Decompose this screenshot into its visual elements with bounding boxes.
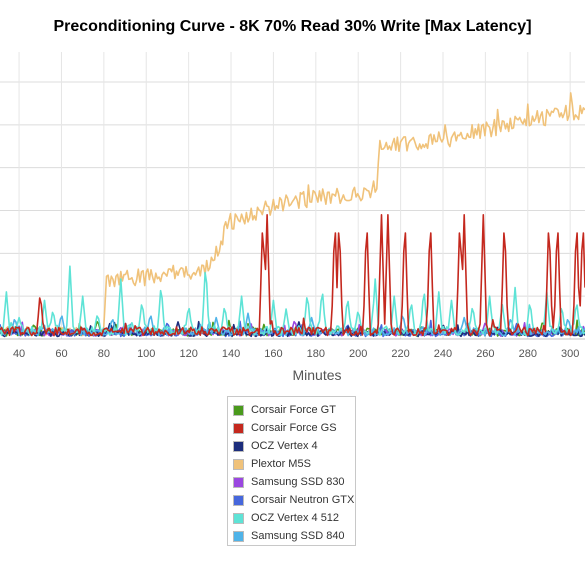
legend-item[interactable]: OCZ Vertex 4 512: [228, 509, 355, 527]
x-tick-label: 160: [264, 348, 282, 360]
x-tick-label: 220: [391, 348, 409, 360]
legend-label: Corsair Force GT: [251, 404, 336, 416]
legend-item[interactable]: Corsair Force GS: [228, 419, 355, 437]
x-tick-label: 240: [434, 348, 452, 360]
legend-label: OCZ Vertex 4: [251, 440, 318, 452]
legend-swatch: [233, 440, 244, 452]
x-tick-label: 260: [476, 348, 494, 360]
series-line-ocz-vertex-4-512: [0, 265, 585, 337]
legend-swatch: [233, 494, 244, 506]
grid-lines: [0, 52, 585, 340]
x-tick-label: 60: [55, 348, 67, 360]
legend: Corsair Force GT Corsair Force GS OCZ Vert…: [227, 396, 356, 546]
chart-title: Preconditioning Curve - 8K 70% Read 30% …: [53, 18, 532, 35]
x-tick-label: 100: [137, 348, 155, 360]
series-lines: [0, 92, 585, 338]
legend-swatch: [233, 404, 244, 416]
x-tick-label: 140: [222, 348, 240, 360]
legend-swatch: [233, 458, 244, 470]
legend-swatch: [233, 476, 244, 488]
series-line-plextor-m5s: [0, 92, 585, 337]
legend-swatch: [233, 422, 244, 434]
legend-item[interactable]: Samsung SSD 840: [228, 527, 355, 545]
legend-label: OCZ Vertex 4 512: [251, 512, 340, 524]
x-tick-label: 300: [561, 348, 579, 360]
x-tick-label: 120: [179, 348, 197, 360]
legend-item[interactable]: OCZ Vertex 4: [228, 437, 355, 455]
legend-label: Samsung SSD 830: [251, 476, 345, 488]
legend-item[interactable]: Corsair Neutron GTX: [228, 491, 355, 509]
legend-item[interactable]: Plextor M5S: [228, 455, 355, 473]
x-tick-label: 40: [13, 348, 25, 360]
series-line-corsair-force-gs: [0, 214, 585, 337]
x-axis-label: Minutes: [292, 367, 342, 383]
legend-label: Plextor M5S: [251, 458, 311, 470]
legend-item[interactable]: Samsung SSD 830: [228, 473, 355, 491]
x-tick-label: 200: [349, 348, 367, 360]
legend-label: Samsung SSD 840: [251, 530, 345, 542]
legend-swatch: [233, 530, 244, 542]
x-axis: 40 60 80 100 120 140 160 180 200 220 240 260 280 300: [0, 338, 585, 360]
legend-label: Corsair Force GS: [251, 422, 337, 434]
legend-item[interactable]: Corsair Force GT: [228, 401, 355, 419]
x-tick-label: 80: [98, 348, 110, 360]
x-tick-label: 280: [519, 348, 537, 360]
legend-label: Corsair Neutron GTX: [251, 494, 355, 506]
legend-swatch: [233, 512, 244, 524]
x-tick-label: 180: [307, 348, 325, 360]
